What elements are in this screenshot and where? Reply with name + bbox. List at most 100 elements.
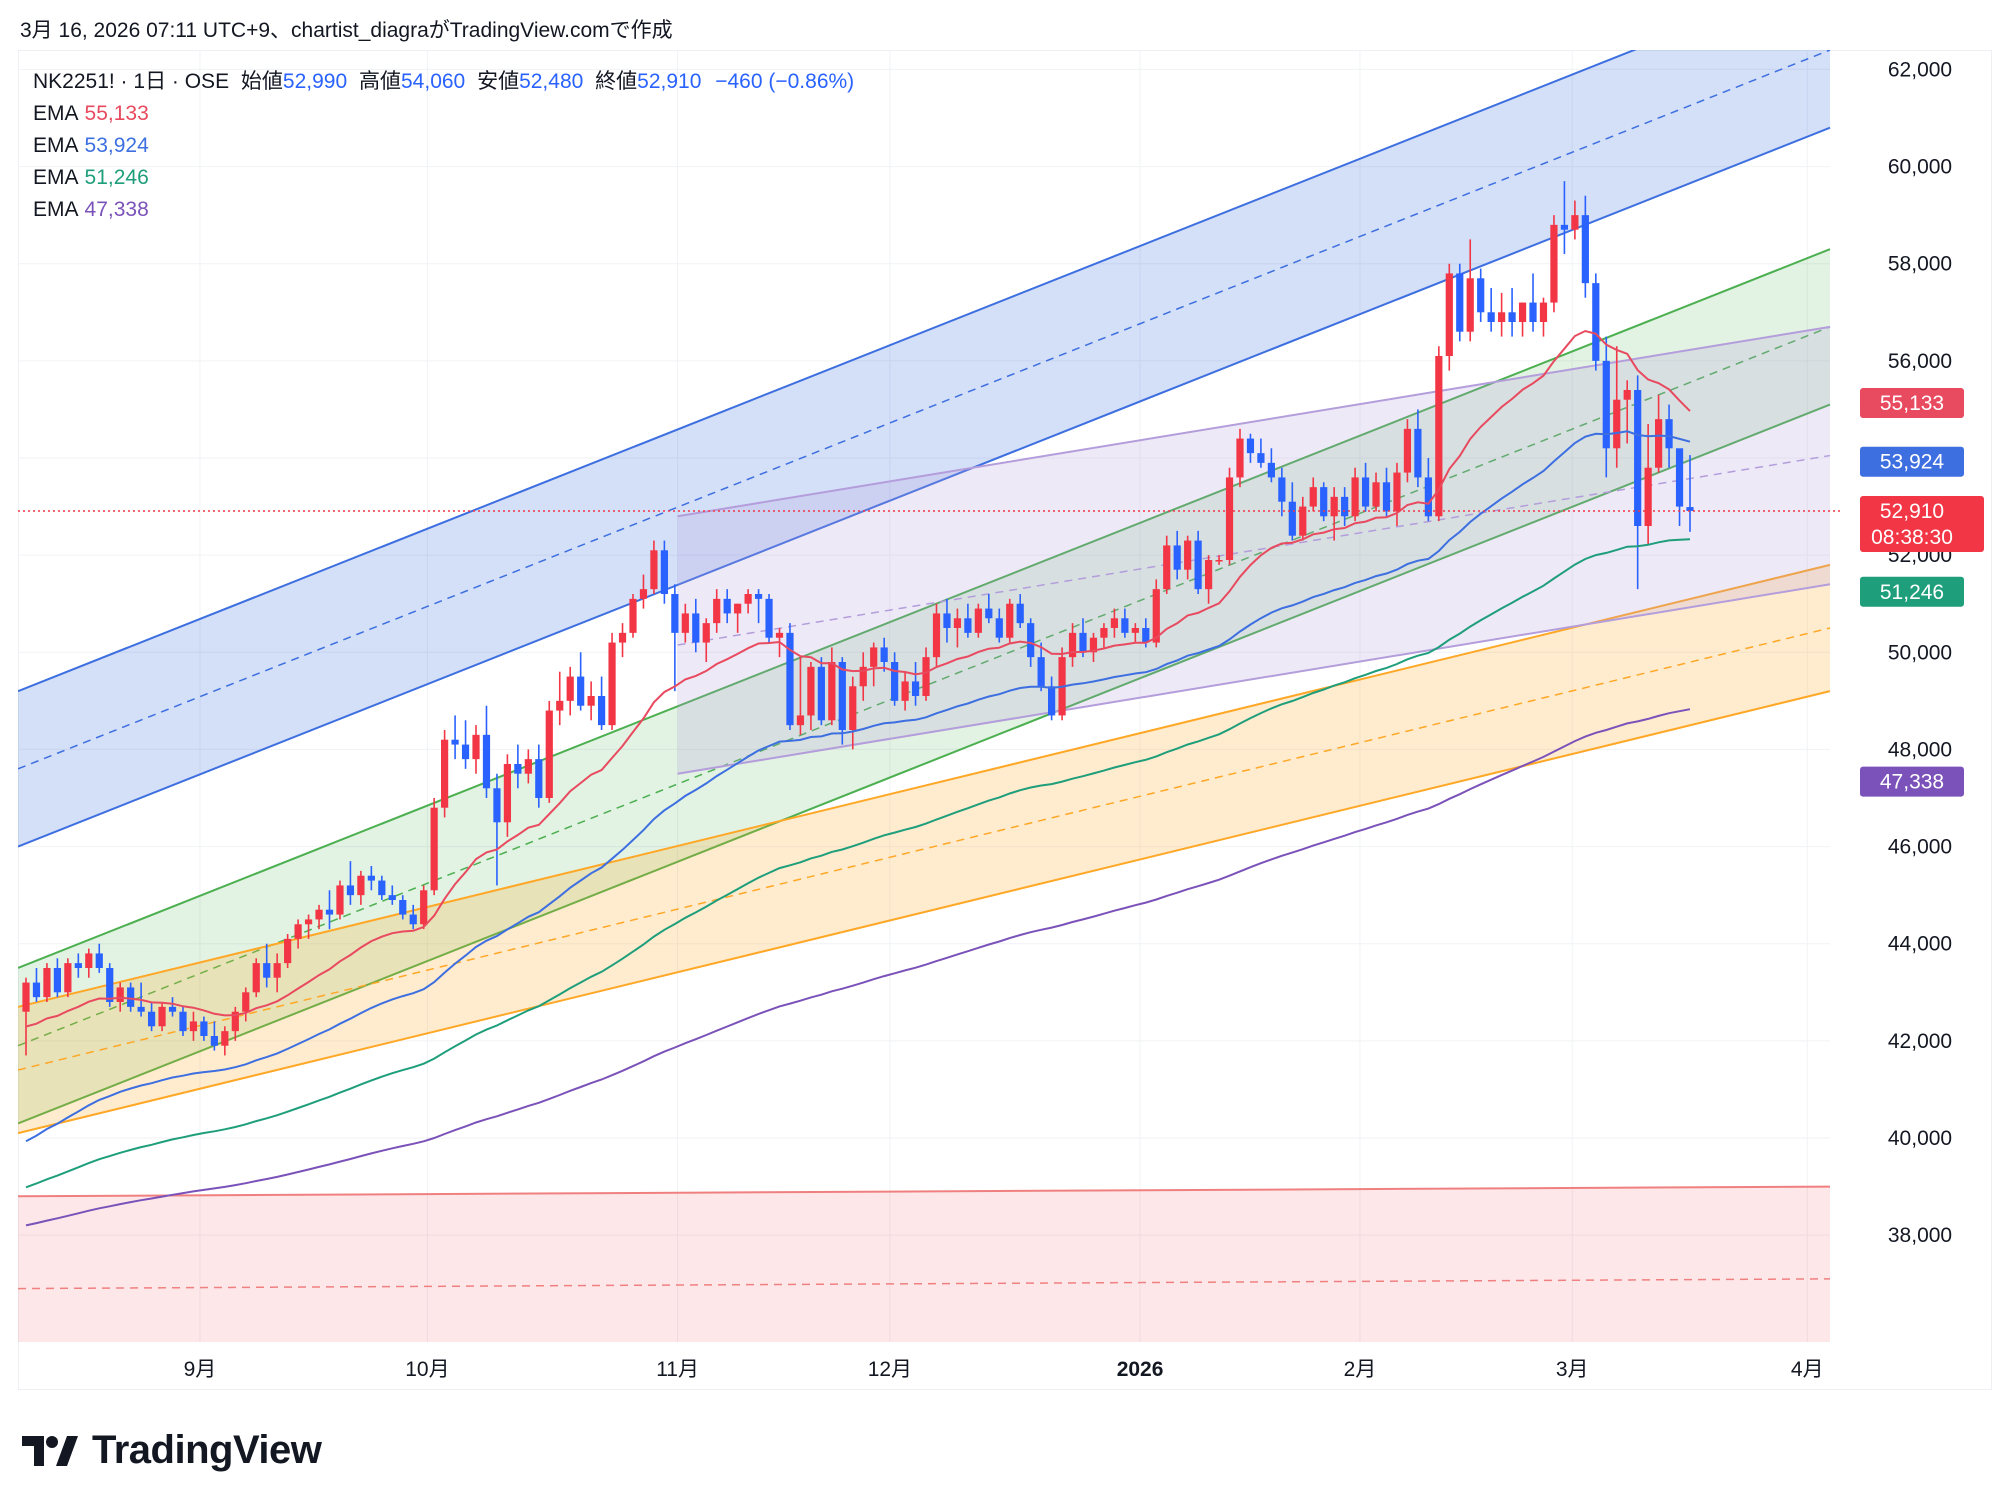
candle (618, 623, 627, 658)
candle (859, 652, 867, 701)
candle-body (587, 696, 595, 706)
candle-body (461, 744, 470, 760)
tradingview-brand[interactable]: TradingView (20, 1428, 322, 1473)
candle-body (807, 666, 815, 716)
candle-body (870, 647, 878, 667)
candle (577, 652, 585, 711)
x-tick-label: 2026 (1117, 1358, 1164, 1381)
candle (713, 589, 721, 633)
candle-body (200, 1021, 208, 1036)
candle-body (1445, 273, 1453, 356)
candle-body (618, 632, 627, 643)
candle-body (1487, 312, 1495, 322)
price-labels: 55,133 53,924 52,910 08:38:30 51,246 47,338 (1860, 387, 1984, 797)
candle-body (1100, 628, 1108, 638)
chart-canvas[interactable]: 62,00060,00058,00056,00054,00052,00050,0… (0, 0, 2000, 1420)
y-tick-label: 46,000 (1888, 836, 1952, 859)
candle-body (1309, 487, 1317, 507)
candle (1037, 642, 1045, 692)
candle-body (671, 594, 679, 633)
candle-body (817, 666, 825, 721)
candle-body (650, 550, 658, 590)
candle-body (95, 953, 103, 968)
ema-label: EMA (33, 134, 79, 157)
brand-name: TradingView (92, 1428, 322, 1472)
candle (1079, 618, 1087, 658)
x-tick-label: 4月 (1791, 1358, 1824, 1381)
candle-body (1581, 215, 1589, 284)
candle (409, 904, 417, 930)
candle (629, 594, 637, 638)
candle (1194, 530, 1202, 594)
candle-body (765, 598, 773, 638)
candle (200, 1016, 208, 1041)
candle-body (451, 739, 459, 745)
candle-body (1341, 496, 1349, 517)
candle (1006, 598, 1014, 643)
candle-body (1613, 399, 1621, 449)
candle-body (514, 764, 522, 774)
candle-body (1246, 438, 1255, 454)
candle-body (1508, 312, 1516, 322)
candle (1675, 448, 1684, 526)
candle (22, 977, 30, 1056)
price-label-text: 52,910 (1880, 500, 1944, 523)
candle-body (1393, 472, 1401, 512)
candle-body (1330, 496, 1338, 517)
candle-body (1267, 462, 1275, 478)
ema-line-1 (25, 329, 1691, 1028)
header-caption: 3月 16, 2026 07:11 UTC+9、chartist_diagraが… (20, 19, 673, 42)
change-value: −460 (−0.86%) (715, 70, 855, 93)
candle-body (1665, 419, 1673, 449)
candle (420, 885, 428, 930)
candle (461, 720, 470, 769)
candle (493, 773, 501, 886)
candle-body (503, 764, 512, 823)
candle (1613, 346, 1621, 468)
price-label-bg (1860, 446, 1964, 477)
price-label: 51,246 (1860, 576, 1964, 607)
candle (399, 895, 407, 920)
open-label: 始値 (240, 70, 283, 93)
close-value: 52,910 (637, 70, 702, 93)
candle (1341, 487, 1349, 526)
candle-body (1634, 390, 1642, 526)
candle (765, 594, 773, 643)
orange-channel-upper (18, 563, 1831, 1008)
candle-body (106, 968, 114, 1002)
candle (545, 700, 553, 803)
candle-body (713, 598, 721, 624)
candle-body (252, 963, 260, 993)
candle-body (995, 618, 1003, 638)
price-label-bg (1860, 576, 1964, 607)
candle-body (1623, 390, 1631, 400)
ema-row-2: EMA 53,924 (33, 130, 854, 162)
candle (1550, 215, 1558, 313)
candle-body (137, 1006, 145, 1012)
candle (1257, 438, 1265, 468)
candle-body (284, 938, 292, 964)
ema-label: EMA (33, 166, 79, 189)
x-tick-label: 9月 (184, 1358, 217, 1381)
plot-area (18, 50, 1831, 1342)
close-label: 終値 (595, 70, 638, 93)
candle-body (263, 963, 271, 978)
x-tick-label: 10月 (405, 1358, 449, 1381)
candle (1236, 428, 1244, 488)
candle-body (796, 715, 805, 726)
candle-body (932, 613, 941, 658)
candle (106, 963, 114, 1007)
green-channel-upper (18, 248, 1831, 969)
candle (556, 671, 564, 726)
candle-body (1466, 278, 1474, 332)
high-value: 54,060 (401, 70, 466, 93)
candle (1571, 200, 1579, 240)
y-tick-label: 48,000 (1888, 738, 1952, 761)
ema-label: EMA (33, 102, 79, 125)
candle (1403, 419, 1412, 483)
candle-body (1403, 428, 1412, 473)
candle (1089, 632, 1098, 662)
price-label: 55,133 (1860, 387, 1964, 418)
candle-body (325, 909, 334, 915)
candle-body (943, 613, 951, 628)
